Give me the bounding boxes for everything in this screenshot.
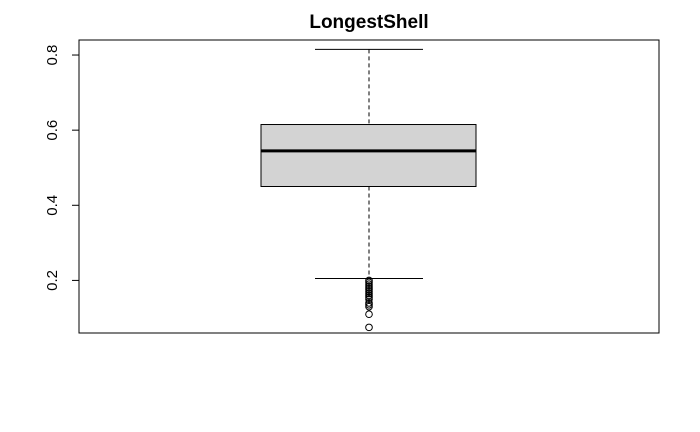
y-tick-label: 0.2	[44, 270, 61, 291]
outlier-point	[365, 302, 373, 311]
y-tick-label: 0.8	[44, 45, 61, 66]
interquartile-box	[260, 124, 477, 188]
outliers-group	[365, 276, 373, 332]
boxplot-group	[260, 48, 477, 280]
y-tick-label: 0.4	[44, 195, 61, 216]
y-axis: 0.2 0.4 0.6 0.8	[44, 45, 79, 291]
outlier-point	[365, 323, 373, 332]
outlier-point	[365, 295, 373, 303]
y-tick-label: 0.6	[44, 120, 61, 141]
chart-title: LongestShell	[309, 12, 428, 33]
outlier-point	[365, 310, 373, 319]
